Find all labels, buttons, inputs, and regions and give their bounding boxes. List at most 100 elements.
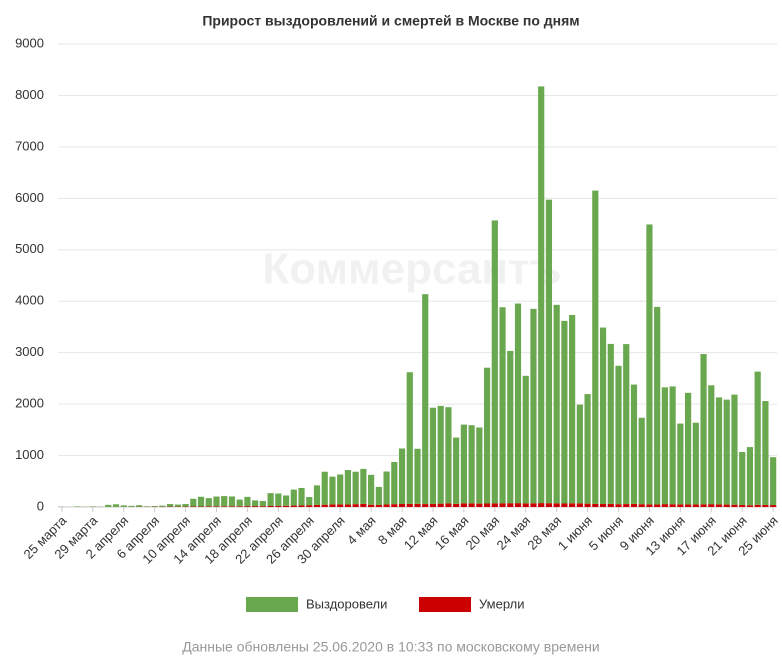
bar xyxy=(445,503,452,507)
bar xyxy=(437,405,444,504)
bar xyxy=(228,496,236,507)
bar xyxy=(267,493,274,506)
bar xyxy=(360,503,367,507)
bar xyxy=(112,504,120,507)
bar xyxy=(599,327,607,505)
legend-swatch xyxy=(419,597,471,612)
x-tick-label: 4 мая xyxy=(344,513,379,548)
bar xyxy=(414,448,421,504)
bar xyxy=(89,506,96,507)
bar xyxy=(259,501,266,507)
bar xyxy=(522,503,529,507)
bar xyxy=(576,404,583,504)
bar xyxy=(615,504,622,507)
bar xyxy=(368,504,375,507)
bar xyxy=(282,505,290,507)
bar xyxy=(739,451,746,505)
bar xyxy=(746,505,754,507)
bar xyxy=(476,427,483,504)
bar xyxy=(329,476,336,505)
bar xyxy=(507,503,514,507)
bar xyxy=(654,504,661,507)
bar xyxy=(476,503,483,507)
bar xyxy=(406,503,413,507)
bar xyxy=(584,503,591,507)
bar xyxy=(422,504,429,507)
bar xyxy=(561,503,568,507)
bar xyxy=(151,505,158,507)
bar xyxy=(460,503,467,507)
bar xyxy=(398,448,406,505)
bar xyxy=(437,503,444,507)
bar xyxy=(275,505,282,507)
bar xyxy=(190,498,197,507)
bar xyxy=(422,294,429,505)
bar xyxy=(692,504,699,507)
bar xyxy=(290,489,297,506)
bar xyxy=(352,471,359,505)
bar xyxy=(468,425,475,504)
bar xyxy=(344,504,352,507)
bar xyxy=(646,224,653,505)
bar xyxy=(770,457,777,506)
bar xyxy=(468,503,475,507)
x-tick-label: 16 мая xyxy=(432,513,472,553)
bar xyxy=(661,504,668,507)
bar xyxy=(607,343,614,504)
y-tick-label: 4000 xyxy=(15,293,44,308)
bar xyxy=(128,505,135,507)
bar xyxy=(646,504,653,507)
bar xyxy=(731,504,738,507)
y-tick-label: 6000 xyxy=(15,190,44,205)
x-tick-label: 12 мая xyxy=(401,513,441,553)
bar xyxy=(213,496,220,507)
bar xyxy=(190,506,197,507)
bar xyxy=(445,407,452,504)
bar xyxy=(669,504,676,507)
bar xyxy=(754,371,761,505)
bar xyxy=(398,504,406,507)
y-tick-label: 0 xyxy=(37,498,44,513)
bar xyxy=(684,392,692,505)
bar xyxy=(499,503,506,507)
bar xyxy=(553,503,560,507)
bar xyxy=(182,504,189,507)
bar xyxy=(460,424,467,504)
bar xyxy=(453,503,460,507)
bar xyxy=(306,496,313,506)
bar xyxy=(514,303,522,504)
legend-label: Выздоровели xyxy=(306,596,387,611)
bar xyxy=(321,471,328,505)
bar xyxy=(569,503,576,507)
bar xyxy=(638,417,645,505)
bar xyxy=(167,504,174,507)
bar xyxy=(630,503,638,507)
bar xyxy=(74,506,81,507)
bar xyxy=(120,505,127,507)
bar xyxy=(677,423,684,505)
bar xyxy=(244,496,251,507)
bar xyxy=(453,437,460,504)
bar xyxy=(723,399,730,505)
bar xyxy=(290,505,297,507)
bar xyxy=(174,504,181,507)
bar xyxy=(205,498,212,507)
bar xyxy=(375,486,382,505)
bar xyxy=(654,306,661,505)
bar xyxy=(267,505,274,507)
bar xyxy=(630,384,638,504)
bar xyxy=(205,506,212,507)
bar xyxy=(282,495,290,506)
bar xyxy=(298,487,305,506)
bar xyxy=(352,504,359,507)
bar xyxy=(236,499,243,507)
bar xyxy=(623,504,630,507)
bar xyxy=(708,504,715,507)
bar xyxy=(483,367,491,504)
bar xyxy=(337,474,344,505)
bar xyxy=(360,468,367,504)
bar xyxy=(607,503,614,507)
bar xyxy=(383,471,390,505)
bar xyxy=(762,504,769,507)
